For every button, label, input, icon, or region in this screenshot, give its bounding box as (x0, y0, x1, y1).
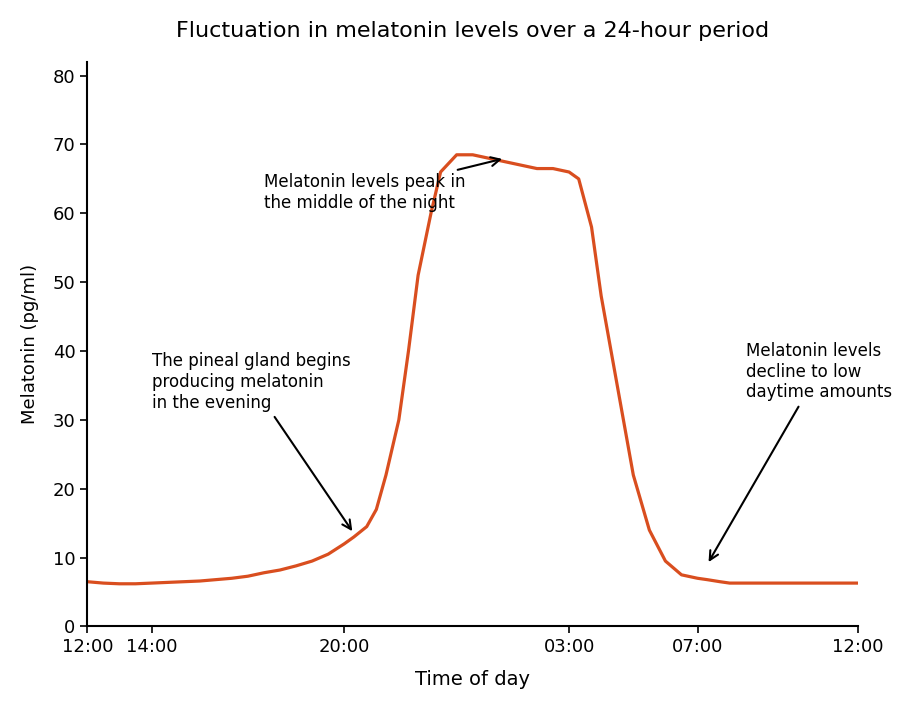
Text: Melatonin levels peak in
the middle of the night: Melatonin levels peak in the middle of t… (264, 157, 500, 212)
X-axis label: Time of day: Time of day (415, 670, 530, 689)
Y-axis label: Melatonin (pg/ml): Melatonin (pg/ml) (21, 264, 39, 424)
Title: Fluctuation in melatonin levels over a 24-hour period: Fluctuation in melatonin levels over a 2… (176, 21, 769, 41)
Text: Melatonin levels
decline to low
daytime amounts: Melatonin levels decline to low daytime … (710, 342, 892, 560)
Text: The pineal gland begins
producing melatonin
in the evening: The pineal gland begins producing melato… (152, 352, 351, 529)
